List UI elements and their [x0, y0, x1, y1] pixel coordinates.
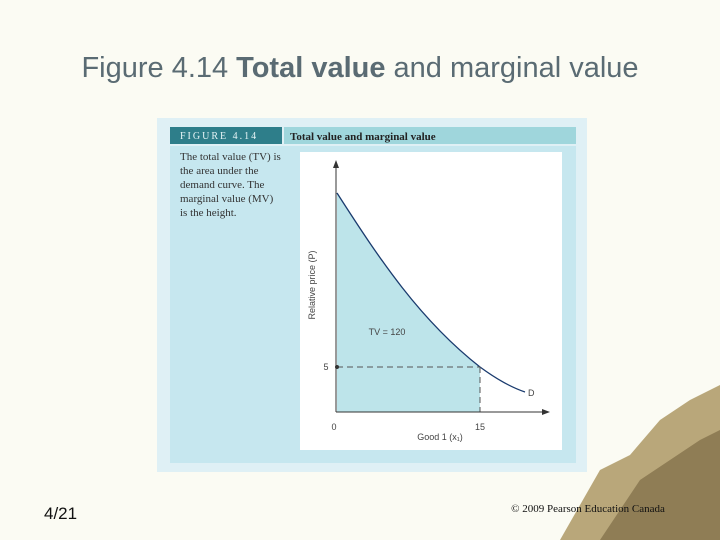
figure-title: Total value and marginal value	[290, 131, 436, 143]
y-tick-label: 5	[323, 362, 328, 372]
demand-curve	[336, 192, 526, 393]
title-rest: and marginal value	[393, 52, 639, 84]
figure-label-box	[170, 127, 282, 144]
x-axis-label: Good 1 (x₁)	[417, 432, 463, 442]
y-axis-label: Relative price (P)	[307, 250, 317, 319]
title-bold: Total value	[236, 52, 386, 84]
x-tick-label: 15	[475, 422, 485, 432]
title-number: Figure 4.14	[81, 52, 229, 84]
figure-title-box	[284, 127, 576, 144]
figure-label: FIGURE 4.14	[180, 131, 258, 142]
x-arrow	[542, 409, 550, 415]
slide-title: Figure 4.14 Total value and marginal value	[0, 52, 720, 85]
x-tick-label: 0	[331, 422, 336, 432]
mountain-shade	[600, 430, 720, 540]
page-number: 4/21	[44, 504, 77, 523]
curve-label: D	[528, 388, 535, 398]
copyright: © 2009 Pearson Education Canada	[511, 503, 665, 515]
figure-caption: The total value (TV) is the area under t…	[180, 151, 281, 219]
area-label: TV = 120	[369, 327, 406, 337]
y-arrow	[333, 160, 339, 168]
